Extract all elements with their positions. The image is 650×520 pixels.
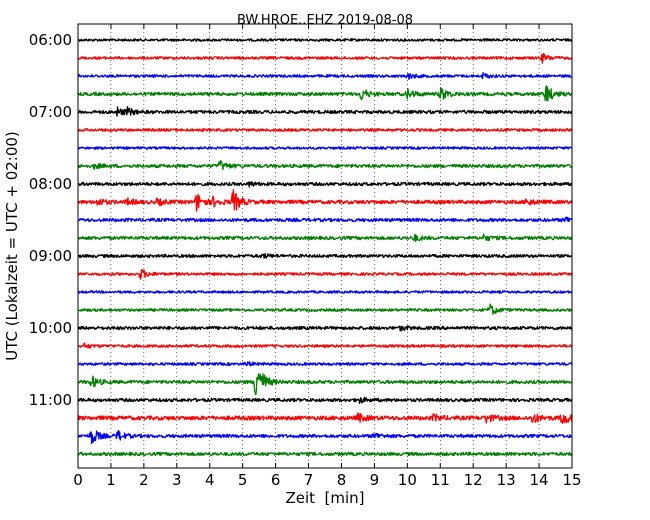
x-tick-label-9: 9 [370,471,380,489]
trace-1115 [77,412,573,424]
trace-0845 [77,233,573,243]
trace-0930 [77,290,573,294]
trace-0700 [77,106,573,117]
x-tick-label-13: 13 [497,471,516,489]
x-tick-label-2: 2 [139,471,149,489]
trace-0615 [77,52,573,64]
x-tick-label-11: 11 [431,471,450,489]
seismogram-traces [77,38,573,457]
trace-1015 [77,342,573,349]
x-tick-label-0: 0 [73,471,83,489]
trace-0730 [77,146,573,150]
x-tick-label-10: 10 [398,471,417,489]
plot-frame [77,23,573,469]
trace-0745 [77,159,573,171]
trace-1030 [77,361,573,367]
y-tick-label-08:00: 08:00 [29,175,72,193]
trace-1145 [77,451,573,457]
x-tick-label-4: 4 [205,471,215,489]
trace-0830 [77,216,573,223]
x-tick-label-1: 1 [106,471,116,489]
y-tick-label-10:00: 10:00 [29,319,72,337]
trace-1045 [77,373,573,396]
x-axis-label: Zeit [min] [285,489,364,507]
x-tick-label-7: 7 [304,471,314,489]
y-axis-label: UTC (Lokalzeit = UTC + 02:00) [3,131,21,361]
x-tick-label-15: 15 [562,471,581,489]
trace-0645 [77,85,573,102]
y-tick-label-07:00: 07:00 [29,103,72,121]
y-tick-label-09:00: 09:00 [29,247,72,265]
trace-0600 [77,38,573,42]
x-tick-label-12: 12 [464,471,483,489]
y-tick-label-11:00: 11:00 [29,391,72,409]
chart-title: BW.HROE..EHZ 2019-08-08 [237,13,413,28]
trace-0800 [77,181,573,188]
trace-0915 [77,269,573,280]
trace-0945 [77,303,573,315]
x-tick-label-8: 8 [337,471,347,489]
y-tick-label-06:00: 06:00 [29,31,72,49]
trace-0900 [77,252,573,259]
trace-1100 [77,396,573,405]
x-tick-label-5: 5 [238,471,248,489]
trace-0715 [77,128,573,132]
trace-1130 [77,429,573,445]
trace-0630 [77,72,573,81]
trace-1000 [77,325,573,332]
x-tick-label-3: 3 [172,471,182,489]
x-tick-label-6: 6 [271,471,281,489]
x-tick-label-14: 14 [530,471,549,489]
trace-0815 [77,189,573,212]
axis-ticks: 0 1 2 3 4 5 6 7 8 9 10 11 12 13 14 1506:0007:0008:0009:… [29,24,582,489]
